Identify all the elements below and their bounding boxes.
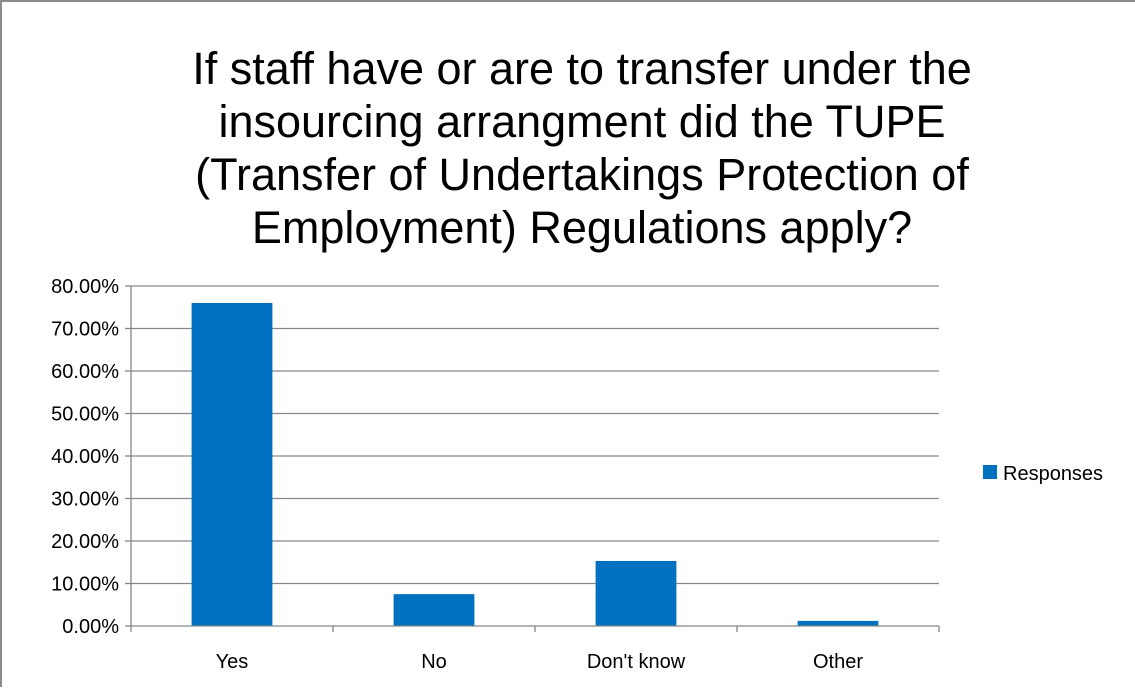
x-tick-label: Yes [216, 651, 249, 673]
legend-swatch-responses [983, 465, 997, 479]
bars [191, 303, 879, 626]
y-tick-label: 0.00% [62, 616, 119, 638]
chart-title-line-3: (Transfer of Undertakings Protection of [195, 149, 969, 200]
x-tick-label: No [421, 651, 447, 673]
legend: Responses [983, 463, 1103, 485]
chart-title-line-1: If staff have or are to transfer under t… [192, 43, 972, 94]
bar-other [797, 620, 879, 626]
bar-yes [191, 303, 273, 626]
legend-label-responses: Responses [1003, 463, 1103, 485]
x-tick-label: Don't know [587, 651, 686, 673]
y-tick-label: 60.00% [51, 361, 119, 383]
bar-no [393, 594, 475, 626]
y-tick-labels: 0.00% 10.00% 20.00% 30.00% 40.00% 50.00% 60.00… [51, 276, 119, 638]
y-tick-label: 10.00% [51, 574, 119, 596]
chart-title: If staff have or are to transfer under t… [192, 43, 972, 253]
axes [125, 285, 940, 632]
chart-title-line-2: insourcing arrangment did the TUPE [218, 96, 945, 147]
y-tick-label: 20.00% [51, 531, 119, 553]
x-tick-label: Other [813, 651, 863, 673]
y-tick-label: 80.00% [51, 276, 119, 298]
y-tick-label: 40.00% [51, 446, 119, 468]
y-tick-label: 70.00% [51, 319, 119, 341]
chart-title-line-4: Employment) Regulations apply? [252, 202, 912, 253]
y-tick-label: 30.00% [51, 489, 119, 511]
y-tick-label: 50.00% [51, 404, 119, 426]
bar-don-t-know [595, 560, 677, 626]
x-tick-labels: Yes No Don't know Other [216, 651, 864, 673]
